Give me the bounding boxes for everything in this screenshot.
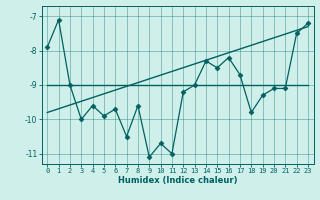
X-axis label: Humidex (Indice chaleur): Humidex (Indice chaleur) (118, 176, 237, 185)
